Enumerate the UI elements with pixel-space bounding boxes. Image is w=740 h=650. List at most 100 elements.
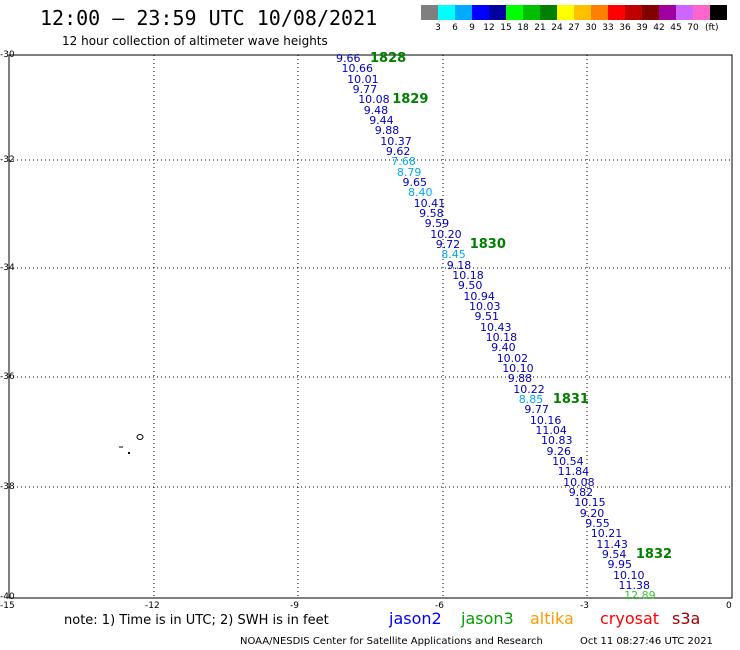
scale-label: 36 bbox=[619, 23, 631, 33]
scale-label: 27 bbox=[568, 23, 580, 33]
latitude-label: -40 bbox=[0, 592, 15, 602]
scale-label: 70 bbox=[687, 23, 699, 33]
swh-reading: 9.72 bbox=[435, 237, 461, 251]
scale-label: 9 bbox=[469, 23, 475, 33]
swh-reading: 9.95 bbox=[607, 558, 633, 572]
longitude-label: 0 bbox=[726, 601, 732, 611]
swh-reading: 9.77 bbox=[524, 403, 549, 417]
scale-swatch bbox=[472, 5, 489, 20]
scale-swatch bbox=[455, 5, 472, 20]
swh-reading: 10.21 bbox=[590, 527, 623, 541]
swh-reading: 10.10 bbox=[502, 361, 534, 375]
island-outline bbox=[119, 434, 144, 454]
scale-label: 39 bbox=[636, 23, 648, 33]
swh-reading: 9.44 bbox=[369, 114, 394, 127]
scale-swatch bbox=[591, 5, 608, 20]
swh-reading: 9.51 bbox=[474, 310, 500, 324]
swh-reading: 9.66 bbox=[336, 52, 361, 65]
swh-reading: 10.16 bbox=[529, 413, 562, 427]
swh-reading: 10.01 bbox=[347, 72, 379, 86]
timestamp-text: Oct 11 08:27:46 UTC 2021 bbox=[580, 636, 713, 647]
island-shape bbox=[136, 434, 144, 440]
scale-swatch bbox=[676, 5, 693, 20]
legend-jason3: jason3 bbox=[461, 609, 514, 628]
note-text: note: 1) Time is in UTC; 2) SWH is in fe… bbox=[64, 613, 329, 628]
pass-number: 1832 bbox=[635, 546, 673, 562]
scale-swatch bbox=[642, 5, 659, 20]
swh-reading: 10.03 bbox=[469, 299, 501, 313]
swh-reading: 10.20 bbox=[430, 227, 462, 241]
swh-reading: 10.66 bbox=[341, 62, 374, 76]
swh-reading: 10.83 bbox=[541, 434, 573, 448]
scale-swatch bbox=[540, 5, 557, 20]
swh-reading: 10.18 bbox=[452, 268, 484, 282]
swh-reading: 9.40 bbox=[491, 341, 516, 355]
swh-reading: 10.15 bbox=[574, 496, 606, 510]
scale-swatch bbox=[489, 5, 506, 20]
swh-reading: 10.10 bbox=[613, 568, 645, 582]
swh-reading: 10.02 bbox=[496, 351, 529, 365]
swh-reading: 11.38 bbox=[618, 578, 651, 592]
swh-reading: 8.79 bbox=[396, 165, 422, 179]
latitude-label: -36 bbox=[0, 372, 15, 382]
longitude-label: -3 bbox=[580, 601, 589, 611]
legend-cryosat: cryosat bbox=[600, 609, 660, 628]
scale-label: 18 bbox=[517, 23, 529, 33]
scale-label: 33 bbox=[602, 23, 614, 33]
pass-number: 1828 bbox=[370, 51, 407, 66]
chart-subtitle: 12 hour collection of altimeter wave hei… bbox=[62, 34, 328, 48]
swh-reading: 9.62 bbox=[385, 145, 411, 158]
swh-reading: 9.65 bbox=[402, 176, 428, 189]
swh-reading: 10.37 bbox=[380, 134, 412, 148]
latitude-label: -34 bbox=[0, 263, 15, 273]
swh-reading: 11.43 bbox=[596, 537, 628, 551]
scale-swatch bbox=[625, 5, 642, 20]
scale-swatch bbox=[523, 5, 540, 20]
map-frame bbox=[8, 54, 733, 599]
swh-reading: 10.08 bbox=[563, 475, 595, 489]
longitude-label: -9 bbox=[290, 601, 299, 611]
swh-reading: 9.77 bbox=[352, 83, 378, 96]
legend-altika: altika bbox=[530, 609, 574, 628]
scale-label: 45 bbox=[670, 23, 682, 33]
scale-swatch bbox=[608, 5, 625, 20]
swh-reading: 10.94 bbox=[463, 289, 495, 303]
swh-reading: 9.54 bbox=[601, 547, 627, 561]
swh-reading: 8.40 bbox=[408, 186, 433, 200]
scale-unit: (ft) bbox=[705, 23, 719, 33]
pass-number: 1830 bbox=[469, 236, 506, 252]
swh-reading: 11.04 bbox=[535, 423, 567, 437]
pass-number: 1831 bbox=[552, 391, 589, 407]
swh-reading: 11.84 bbox=[557, 465, 590, 479]
swh-reading: 9.20 bbox=[579, 506, 605, 520]
swh-reading: 10.22 bbox=[513, 382, 545, 396]
scale-label: 12 bbox=[483, 23, 495, 33]
swh-reading: 7.68 bbox=[391, 155, 416, 169]
swh-reading: 10.08 bbox=[358, 93, 390, 107]
swh-reading: 9.50 bbox=[457, 279, 483, 293]
swh-reading: 9.55 bbox=[585, 516, 610, 530]
latitude-label: -38 bbox=[0, 482, 15, 492]
longitude-label: -6 bbox=[435, 601, 444, 611]
swh-reading: 9.59 bbox=[424, 217, 450, 231]
swh-reading: 9.58 bbox=[419, 206, 444, 220]
scale-label: 30 bbox=[585, 23, 597, 33]
longitude-label: -15 bbox=[0, 601, 15, 611]
scale-swatch bbox=[421, 5, 438, 20]
swh-reading: 10.41 bbox=[413, 196, 446, 210]
latitude-label: -32 bbox=[0, 155, 15, 165]
swh-reading: 10.54 bbox=[552, 454, 584, 468]
scale-swatch bbox=[574, 5, 591, 20]
longitude-label: -12 bbox=[145, 601, 160, 611]
pass-number: 1829 bbox=[392, 92, 429, 108]
color-scale-legend: 3 6 9 12 15 18 21 24 27 30 33 36 39 42 45 70 (ft) bbox=[421, 5, 727, 35]
legend-jason2: jason2 bbox=[389, 609, 442, 628]
swh-reading: 10.43 bbox=[480, 320, 512, 334]
scale-label: 42 bbox=[653, 23, 665, 33]
swh-reading: 10.18 bbox=[485, 330, 518, 344]
chart-title: 12:00 – 23:59 UTC 10/08/2021 bbox=[40, 6, 378, 30]
scale-swatch bbox=[693, 5, 710, 20]
scale-swatch bbox=[438, 5, 455, 20]
scale-label: 24 bbox=[551, 23, 563, 33]
